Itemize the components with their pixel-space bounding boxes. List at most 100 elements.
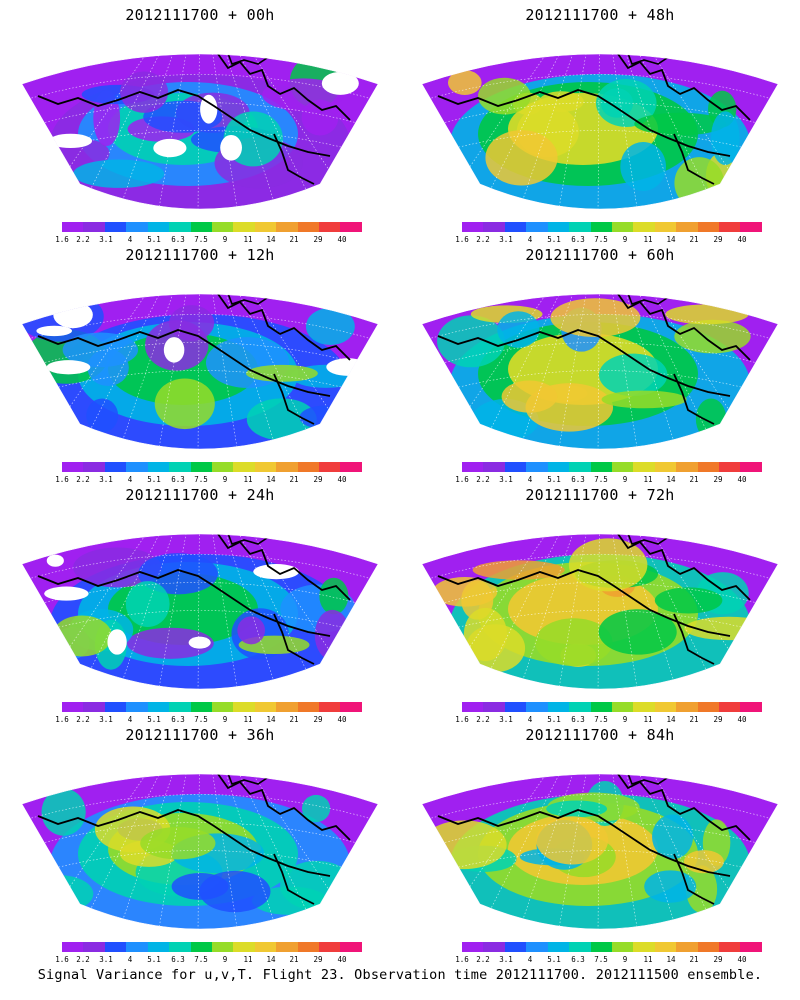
colorbar-tick: 21 [289,475,299,484]
colorbar-swatch [62,942,84,952]
figure-caption: Signal Variance for u,v,T. Flight 23. Ob… [37,967,763,983]
colorbar-swatch [654,462,677,472]
colorbar-swatch [233,702,255,712]
colorbar-tick: 21 [289,955,299,964]
colorbar-swatch [569,702,591,712]
colorbar-swatch [340,942,362,952]
variance-map [21,53,379,210]
colorbar-tick: 40 [337,955,347,964]
colorbar-tick: 7.5 [594,715,608,724]
variance-map [421,53,779,210]
colorbar [62,702,362,712]
colorbar-swatch [526,222,548,232]
colorbar-tick: 4 [527,955,533,964]
colorbar-tick: 4 [127,715,133,724]
colorbar-tick: 14 [266,715,276,724]
colorbar-swatch [126,222,148,232]
colorbar-tick: 11 [243,235,253,244]
map-panel: 2012111700 + 48h 1.6 2.2 3.1 4 5.1 6.3 7.5 9 11 14… [400,0,800,244]
colorbar-tick: 5.1 [547,955,561,964]
colorbar-swatch [319,222,341,232]
colorbar-tick: 9 [622,715,628,724]
colorbar-swatch [147,942,170,952]
colorbar-swatch [590,942,612,952]
colorbar-tick: 3.1 [99,475,113,484]
colorbar-tick: 2.2 [76,235,90,244]
colorbar-tick: 9 [622,955,628,964]
colorbar [62,222,362,232]
colorbar-tick-labels: 1.6 2.2 3.1 4 5.1 6.3 7.5 9 11 14 21 29 40 [55,475,362,485]
colorbar-tick: 7.5 [594,235,608,244]
colorbar-tick: 40 [737,715,747,724]
colorbar-tick: 11 [643,475,653,484]
colorbar-tick: 2.2 [476,475,490,484]
colorbar-tick: 21 [689,715,699,724]
colorbar-tick-labels: 1.6 2.2 3.1 4 5.1 6.3 7.5 9 11 14 21 29 40 [455,955,762,965]
colorbar-swatch [190,702,212,712]
colorbar-swatch [590,462,612,472]
colorbar-swatch [654,222,677,232]
colorbar-swatch [633,942,655,952]
variance-map [421,773,779,930]
colorbar-swatch [611,222,634,232]
colorbar-tick: 40 [737,475,747,484]
colorbar-tick: 11 [243,715,253,724]
colorbar-swatch [83,222,105,232]
colorbar-tick-labels: 1.6 2.2 3.1 4 5.1 6.3 7.5 9 11 14 21 29 40 [55,715,362,725]
map-panel: 2012111700 + 12h 1.6 2.2 3.1 4 5.1 6.3 7.5 9 11 14… [0,240,400,484]
colorbar-tick: 6.3 [571,955,585,964]
colorbar-swatch [697,462,720,472]
colorbar-swatch [590,222,612,232]
colorbar-swatch [462,942,484,952]
colorbar-tick: 6.3 [171,235,185,244]
map-panel: 2012111700 + 24h 1.6 2.2 3.1 4 5.1 6.3 7.5 9 11 14… [0,480,400,724]
colorbar-swatch [676,222,698,232]
colorbar-tick: 11 [243,955,253,964]
colorbar-tick: 3.1 [499,475,513,484]
colorbar-swatch [547,942,570,952]
colorbar-swatch [569,222,591,232]
colorbar-swatch [62,702,84,712]
map-panel: 2012111700 + 84h 1.6 2.2 3.1 4 5.1 6.3 7.5 9 11 14… [400,720,800,964]
colorbar-tick: 1.6 [455,475,469,484]
colorbar-tick: 40 [737,235,747,244]
colorbar-swatch [719,942,741,952]
colorbar-swatch [276,702,298,712]
colorbar-swatch [190,942,212,952]
colorbar-swatch [504,942,527,952]
panel-title: 2012111700 + 36h [125,726,275,744]
colorbar-tick: 3.1 [499,715,513,724]
colorbar-tick: 9 [222,955,228,964]
colorbar-tick: 6.3 [571,475,585,484]
colorbar-swatch [526,702,548,712]
colorbar-swatch [633,222,655,232]
panel-title: 2012111700 + 24h [125,486,275,504]
colorbar-swatch [126,462,148,472]
colorbar-swatch [340,702,362,712]
colorbar-swatch [654,702,677,712]
colorbar-swatch [233,222,255,232]
colorbar-tick: 5.1 [147,475,161,484]
map-panel: 2012111700 + 36h 1.6 2.2 3.1 4 5.1 6.3 7.5 9 11 14… [0,720,400,964]
colorbar-swatch [254,702,277,712]
colorbar-swatch [547,462,570,472]
colorbar-swatch [319,462,341,472]
colorbar-swatch [504,702,527,712]
colorbar-tick-labels: 1.6 2.2 3.1 4 5.1 6.3 7.5 9 11 14 21 29 40 [455,475,762,485]
variance-map [421,293,779,450]
colorbar-swatch [211,222,234,232]
colorbar-swatch [104,462,127,472]
colorbar-tick: 5.1 [147,235,161,244]
colorbar-swatch [62,462,84,472]
colorbar-tick: 3.1 [499,955,513,964]
colorbar-swatch [254,222,277,232]
colorbar-tick: 1.6 [55,235,69,244]
colorbar-swatch [169,462,191,472]
colorbar-swatch [169,702,191,712]
colorbar-tick: 29 [313,235,323,244]
colorbar-tick: 9 [222,715,228,724]
map-panel: 2012111700 + 00h 1.6 2.2 3.1 4 5.1 6.3 7.5 9 11 14… [0,0,400,244]
colorbar-tick: 7.5 [194,955,208,964]
colorbar-swatch [504,462,527,472]
colorbar-tick: 7.5 [194,475,208,484]
